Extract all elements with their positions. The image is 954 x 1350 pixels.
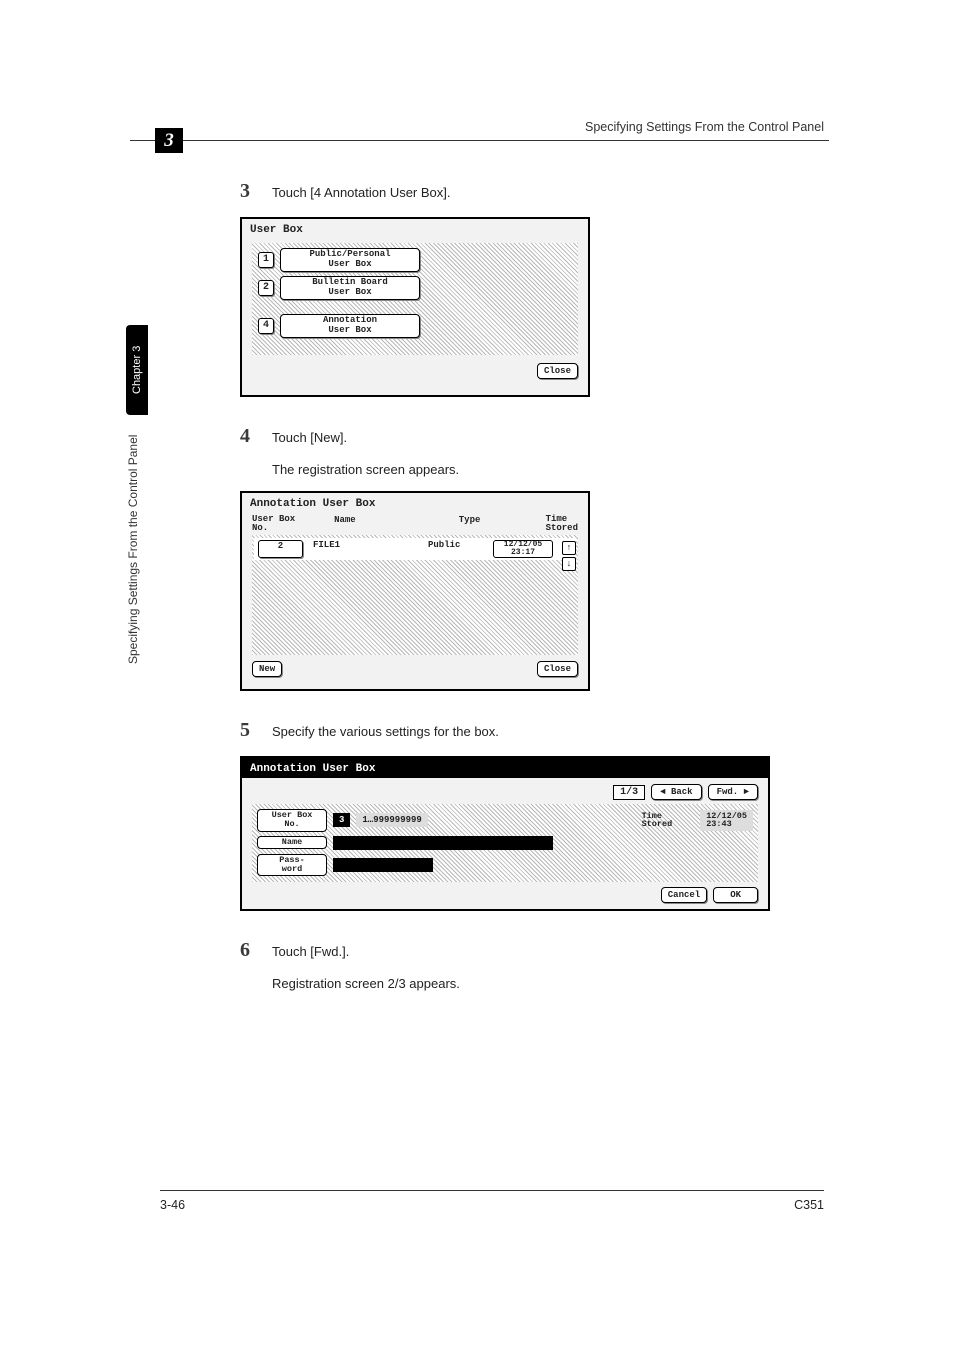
sidebar-section-title: Specifying Settings From the Control Pan…: [126, 435, 140, 715]
bulletin-board-user-box-button[interactable]: Bulletin Board User Box: [280, 276, 420, 300]
list-row[interactable]: 2 FILE1 Public 12/12/05 23:17: [254, 538, 576, 560]
annotation-settings-panel: Annotation User Box 1/3 ◄ Back Fwd. ► Us…: [240, 756, 770, 911]
col-header: Name: [334, 515, 429, 533]
user-box-no-button[interactable]: User Box No.: [257, 809, 327, 832]
name-button[interactable]: Name: [257, 836, 327, 849]
row-no: 2: [258, 540, 303, 558]
sidebar-chapter-tab: Chapter 3: [126, 325, 148, 415]
running-header: Specifying Settings From the Control Pan…: [585, 120, 824, 134]
password-field[interactable]: [333, 858, 433, 872]
fwd-button[interactable]: Fwd. ►: [708, 784, 758, 800]
col-header: Type: [459, 515, 516, 533]
step-text: Specify the various settings for the box…: [272, 719, 499, 742]
annotation-list-panel: Annotation User Box User Box No. Name Ty…: [240, 491, 590, 691]
time-stored-value: 12/12/05 23:43: [700, 810, 753, 831]
close-button[interactable]: Close: [537, 363, 578, 379]
footer-rule: [160, 1190, 824, 1191]
panel-title: Annotation User Box: [242, 493, 588, 513]
col-header: User Box No.: [252, 515, 304, 533]
scroll-down-button[interactable]: ↓: [562, 557, 576, 571]
step-number: 5: [230, 719, 250, 742]
public-personal-user-box-button[interactable]: Public/Personal User Box: [280, 248, 420, 272]
range-label: 1…999999999: [356, 813, 427, 827]
step-number: 3: [230, 180, 250, 203]
cancel-button[interactable]: Cancel: [661, 887, 707, 903]
step-text: Touch [Fwd.].: [272, 939, 349, 962]
panel-title: User Box: [242, 219, 588, 239]
step-number: 6: [230, 939, 250, 962]
password-button[interactable]: Pass- word: [257, 854, 327, 877]
new-button[interactable]: New: [252, 661, 282, 677]
step-subtext: The registration screen appears.: [272, 462, 830, 477]
menu-number: 4: [258, 318, 274, 334]
user-box-no-value: 3: [333, 813, 350, 827]
scroll-up-button[interactable]: ↑: [562, 541, 576, 555]
menu-number: 1: [258, 252, 274, 268]
page-number: 3-46: [160, 1198, 185, 1212]
user-box-panel: User Box 1 Public/Personal User Box 2 Bu…: [240, 217, 590, 397]
annotation-user-box-button[interactable]: Annotation User Box: [280, 314, 420, 338]
step-text: Touch [New].: [272, 425, 347, 448]
close-button[interactable]: Close: [537, 661, 578, 677]
name-field[interactable]: [333, 836, 553, 850]
model-label: C351: [794, 1198, 824, 1212]
chapter-number-box: 3: [155, 128, 183, 153]
back-button[interactable]: ◄ Back: [651, 784, 701, 800]
col-header: Time Stored: [546, 515, 578, 533]
step-subtext: Registration screen 2/3 appears.: [272, 976, 830, 991]
step-number: 4: [230, 425, 250, 448]
panel-title: Annotation User Box: [242, 758, 768, 778]
row-time: 12/12/05 23:17: [493, 540, 553, 558]
ok-button[interactable]: OK: [713, 887, 758, 903]
step-text: Touch [4 Annotation User Box].: [272, 180, 451, 203]
page-indicator: 1/3: [613, 785, 645, 800]
menu-number: 2: [258, 280, 274, 296]
time-stored-label: Time Stored: [642, 812, 673, 829]
row-type: Public: [428, 540, 483, 558]
row-name: FILE1: [313, 540, 418, 558]
